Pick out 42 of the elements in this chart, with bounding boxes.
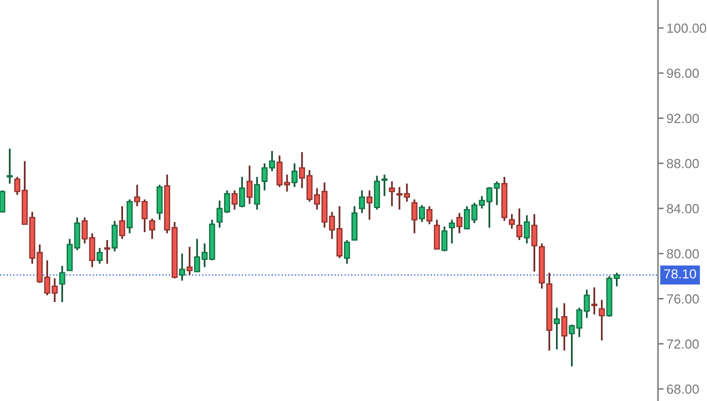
candlestick xyxy=(59,265,66,303)
candlestick xyxy=(179,252,186,282)
candlestick xyxy=(344,239,350,265)
y-tick-label: 84.00 xyxy=(666,204,699,214)
y-tick-label: 92.00 xyxy=(666,114,699,124)
candlestick xyxy=(554,306,560,350)
candlestick xyxy=(104,239,110,265)
candlestick xyxy=(388,180,395,208)
candlestick xyxy=(0,190,6,213)
candlestick xyxy=(186,246,193,276)
candlestick xyxy=(6,148,13,184)
candlestick xyxy=(561,302,568,352)
candlestick xyxy=(411,198,418,234)
candlestick xyxy=(232,190,238,210)
candlestick xyxy=(418,204,425,223)
candlestick xyxy=(441,226,448,252)
y-tick-label: 88.00 xyxy=(666,158,699,168)
candlestick xyxy=(366,190,372,221)
candlestick xyxy=(456,212,462,234)
y-tick-label: 68.00 xyxy=(667,384,699,394)
candlestick xyxy=(254,176,260,210)
candlestick xyxy=(246,164,253,205)
candlestick xyxy=(598,298,605,342)
candlestick xyxy=(96,247,103,265)
candlestick xyxy=(239,176,246,208)
candlestick xyxy=(434,218,440,250)
candlestick xyxy=(112,220,118,252)
candlestick xyxy=(119,205,126,240)
candlestick xyxy=(381,174,388,197)
y-tick-label: 100.00 xyxy=(667,24,706,33)
candlestick xyxy=(524,214,530,244)
y-tick-label: 72.00 xyxy=(667,339,699,349)
candlestick xyxy=(292,162,298,188)
y-tick-label: 76.00 xyxy=(667,294,699,304)
y-tick-label: 96.00 xyxy=(666,68,699,78)
ref-line-label: 78.10 xyxy=(664,269,696,279)
candlestick xyxy=(448,218,455,244)
candlestick xyxy=(358,190,365,214)
y-tick-label: 80.00 xyxy=(666,249,699,258)
candlestick xyxy=(591,286,598,316)
candlestick xyxy=(426,205,432,226)
candlestick xyxy=(149,218,156,240)
